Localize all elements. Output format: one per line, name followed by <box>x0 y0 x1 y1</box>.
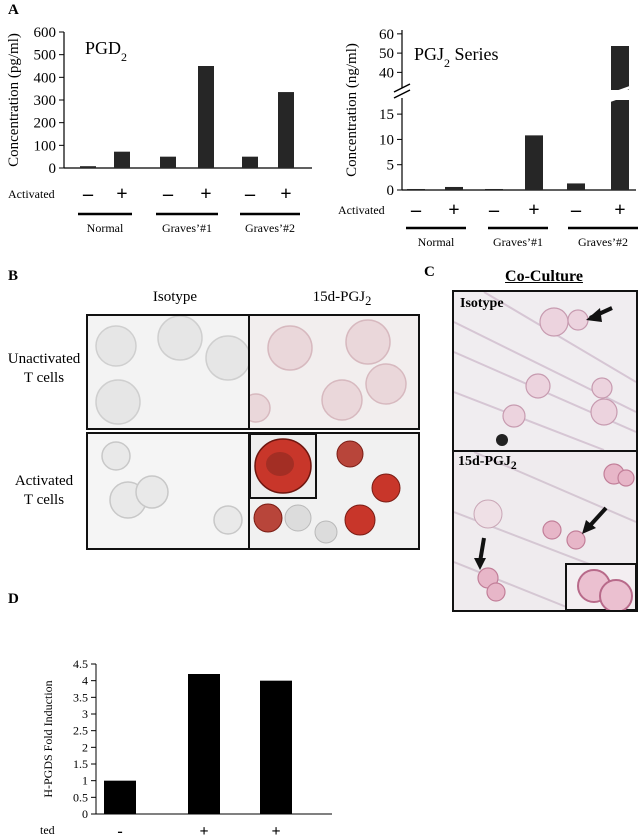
micrograph-unactivated-15d-pgj2 <box>248 314 420 430</box>
group-label: Normal <box>87 221 124 235</box>
bar <box>611 100 629 190</box>
bar-break-mark <box>605 84 635 98</box>
y-tick-label: 3.5 <box>73 690 88 704</box>
activation-sign: – <box>570 199 582 221</box>
bar <box>525 135 543 190</box>
bar <box>160 156 176 168</box>
bar <box>485 188 503 190</box>
y-tick-label: 400 <box>34 70 57 86</box>
pgj2-series-bar-chart: 40 50 60 0 5 10 15 Concentration (ng/ml) PGJ2 Se… <box>338 27 638 249</box>
y-tick-label: 60 <box>379 27 394 43</box>
bar <box>567 183 585 190</box>
bar <box>104 780 136 814</box>
activation-sign: – <box>488 199 500 221</box>
activation-sign: – <box>162 183 174 205</box>
coculture-15d-pgj2-label: 15d-PGJ2 <box>458 454 517 472</box>
activation-sign: + <box>280 183 291 205</box>
col-label-isotype: Isotype <box>152 289 198 305</box>
activated-row-label: Activated <box>40 823 55 837</box>
co-culture-title: Co-Culture <box>505 268 583 285</box>
chart-title: PGD2 <box>85 38 127 64</box>
chart-title: PGJ2 Series <box>414 44 499 70</box>
row-label-unactivated: Unactivated T cells <box>7 351 81 386</box>
group-label: Graves’#1 <box>493 235 543 249</box>
micrograph-activated-15d-pgj2 <box>248 432 420 550</box>
y-tick-label: 15 <box>379 107 394 123</box>
y-tick-label: 0 <box>387 183 395 199</box>
group-label: Graves’#2 <box>578 235 628 249</box>
bar <box>114 151 130 168</box>
group-label: Graves’#2 <box>245 221 295 235</box>
activation-sign: - <box>117 823 122 837</box>
activation-sign: + <box>271 823 280 837</box>
y-tick-label: 40 <box>379 65 394 81</box>
panel-label-c: C <box>424 264 435 280</box>
y-axis-label: H-PGDS Fold Induction <box>41 680 55 797</box>
coculture-isotype-label: Isotype <box>460 296 504 311</box>
bar <box>260 680 292 814</box>
activation-sign: + <box>448 199 459 221</box>
group-label: Normal <box>418 235 455 249</box>
activation-sign: – <box>82 183 94 205</box>
col-label-15d-pgj2: 15d-PGJ2 <box>312 289 372 308</box>
panel-label-b: B <box>8 268 19 284</box>
y-tick-label: 500 <box>34 48 57 64</box>
bar <box>445 186 463 190</box>
micrograph-coculture-isotype: Isotype <box>452 290 638 452</box>
panel-label-d: D <box>8 591 19 607</box>
panel-label-a: A <box>8 2 19 18</box>
y-axis-label: Concentration (pg/ml) <box>6 33 22 167</box>
bar-break-mark <box>605 90 635 104</box>
y-tick-label: 300 <box>34 93 57 109</box>
bar <box>188 674 220 814</box>
activation-sign: + <box>116 183 127 205</box>
y-axis-label: Concentration (ng/ml) <box>344 43 360 177</box>
y-tick-label: 2.5 <box>73 724 88 738</box>
micrograph-coculture-15d-pgj2: 15d-PGJ2 <box>452 450 638 612</box>
y-tick-label: 0 <box>49 161 57 177</box>
activation-sign: + <box>199 823 208 837</box>
activation-sign: – <box>244 183 256 205</box>
y-tick-label: 100 <box>34 138 57 154</box>
y-tick-label: 1.5 <box>73 757 88 771</box>
axis-break-mark <box>393 89 411 99</box>
activated-row-label: Activated <box>338 203 385 217</box>
y-tick-label: 2 <box>82 740 88 754</box>
y-tick-label: 200 <box>34 116 57 132</box>
pgd2-bar-chart: 0 100 200 300 400 500 600 Concentration (pg/ml)… <box>6 25 312 235</box>
y-tick-label: 1 <box>82 774 88 788</box>
y-tick-label: 4.5 <box>73 657 88 671</box>
y-tick-label: 50 <box>379 46 394 62</box>
y-tick-label: 3 <box>82 707 88 721</box>
bar <box>198 66 214 168</box>
hpgds-fold-induction-chart: 0 0.5 1 1.5 2 2.5 3 3.5 4 4.5 H-PGDS Fold Inductio… <box>40 657 332 837</box>
activated-row-label: Activated <box>8 187 55 201</box>
y-tick-label: 600 <box>34 25 57 41</box>
bar <box>407 188 425 190</box>
micrograph-activated-isotype <box>86 432 250 550</box>
y-tick-label: 4 <box>82 674 88 688</box>
y-tick-label: 5 <box>387 158 395 174</box>
activation-sign: – <box>410 199 422 221</box>
axis-break-mark <box>393 83 411 93</box>
y-tick-label: 0 <box>82 807 88 821</box>
bar <box>278 92 294 168</box>
micrograph-unactivated-isotype <box>86 314 250 430</box>
group-label: Graves’#1 <box>162 221 212 235</box>
bar <box>611 46 629 90</box>
activation-sign: + <box>528 199 539 221</box>
activation-sign: + <box>200 183 211 205</box>
bar <box>80 166 96 168</box>
row-label-activated: Activated T cells <box>14 473 74 508</box>
bar <box>242 156 258 168</box>
y-tick-label: 10 <box>379 132 394 148</box>
y-tick-label: 0.5 <box>73 790 88 804</box>
activation-sign: + <box>614 199 625 221</box>
